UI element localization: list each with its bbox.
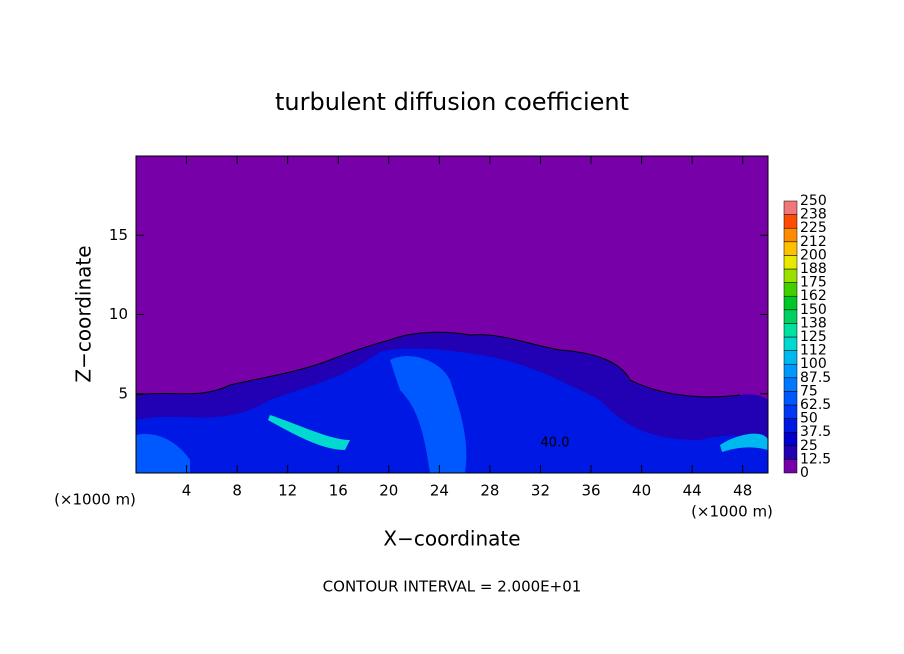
colorbar-swatch (783, 282, 798, 297)
colorbar-swatch (783, 255, 798, 270)
colorbar-swatch (783, 295, 798, 311)
x-tick-label: 4 (182, 482, 192, 500)
field-region (390, 356, 467, 473)
colorbar-label: 100 (800, 356, 827, 372)
colorbar-swatch (783, 418, 798, 433)
colorbar-label: 0 (800, 465, 809, 481)
colorbar-label: 112 (800, 343, 827, 359)
colorbar-label: 25 (800, 438, 818, 454)
contour-line (136, 331, 741, 398)
colorbar-label: 125 (800, 329, 827, 345)
colorbar-label: 188 (800, 261, 827, 277)
footer: CONTOUR INTERVAL = 2.000E+01 (323, 578, 582, 596)
colorbar-label: 12.5 (800, 451, 831, 467)
colorbar-swatch (783, 200, 798, 215)
colorbar-label: 62.5 (800, 397, 831, 413)
x-tick-label: 16 (329, 482, 348, 500)
colorbar-swatch (783, 377, 798, 392)
colorbar-swatch (783, 241, 798, 256)
x-tick-label: 48 (733, 482, 752, 500)
colorbar-swatch (783, 363, 798, 379)
field-region (268, 415, 350, 450)
colorbar-swatch (783, 459, 798, 474)
colorbar-swatch (783, 214, 798, 229)
x-tick-label: 44 (683, 482, 702, 500)
colorbar-label: 250 (800, 193, 827, 209)
x-tick-label: 32 (531, 482, 550, 500)
x-tick-label: 12 (278, 482, 297, 500)
colorbar-swatch (783, 336, 798, 351)
field-region (136, 434, 190, 473)
x-tick-label: 24 (430, 482, 449, 500)
colorbar-label: 162 (800, 288, 827, 304)
field (136, 331, 768, 473)
y-axis-label: Z−coordinate (72, 245, 96, 382)
colorbar-label: 238 (800, 207, 827, 223)
colorbar-label: 50 (800, 411, 818, 427)
colorbar-label: 87.5 (800, 370, 831, 386)
colorbar-swatch (783, 350, 798, 365)
colorbar-swatch (783, 268, 798, 283)
y-tick-label: 15 (109, 226, 128, 244)
x-unit-label: (×1000 m) (691, 503, 773, 521)
chart-title: turbulent diffusion coefficient (275, 88, 629, 116)
colorbar-swatch (783, 445, 798, 460)
colorbar-swatch (783, 431, 798, 447)
y-tick-label: 5 (118, 384, 128, 402)
colorbar-label: 212 (800, 234, 827, 250)
x-tick-label: 40 (632, 482, 651, 500)
colorbar-label: 175 (800, 275, 827, 291)
colorbar-swatch (783, 391, 798, 406)
colorbar-label: 200 (800, 247, 827, 263)
y-tick-label: 10 (109, 305, 128, 323)
x-unit-label: (×1000 m) (54, 491, 136, 509)
colorbar-swatch (783, 323, 798, 338)
colorbar-label: 138 (800, 315, 827, 331)
x-tick-label: 20 (379, 482, 398, 500)
field-region (720, 433, 768, 452)
x-tick-label: 28 (480, 482, 499, 500)
colorbar-label: 75 (800, 383, 818, 399)
colorbar-label: 37.5 (800, 424, 831, 440)
x-tick-label: 8 (232, 482, 242, 500)
x-axis-label: X−coordinate (383, 527, 520, 551)
colorbar-label: 150 (800, 302, 827, 318)
x-tick-label: 36 (581, 482, 600, 500)
colorbar-swatch (783, 309, 798, 324)
colorbar-label: 225 (800, 220, 827, 236)
colorbar-swatch (783, 404, 798, 419)
contour-label: 40.0 (541, 436, 570, 451)
colorbar-swatch (783, 227, 798, 243)
